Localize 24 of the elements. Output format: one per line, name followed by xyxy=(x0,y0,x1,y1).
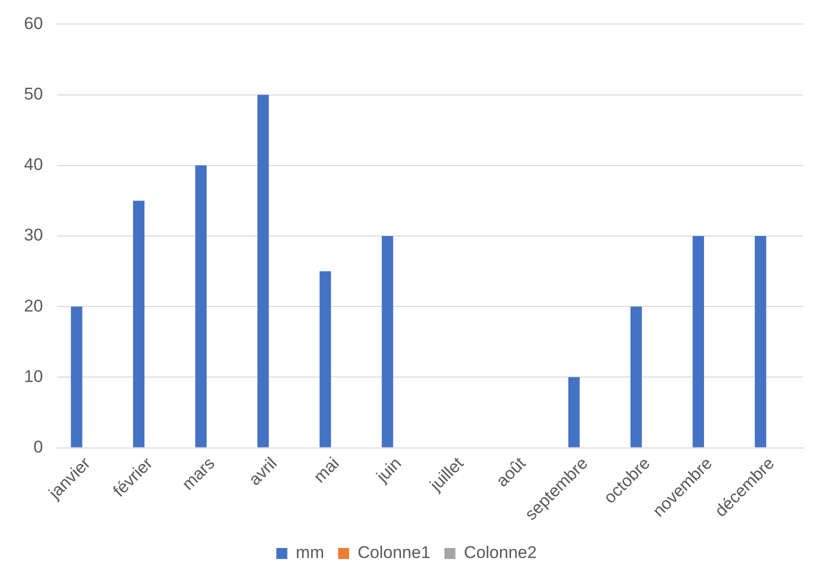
x-tick-label: août xyxy=(492,454,530,491)
bar xyxy=(382,236,394,448)
bar xyxy=(195,165,207,448)
bar xyxy=(692,236,704,448)
bar xyxy=(257,94,269,448)
bar xyxy=(568,377,580,448)
y-tick-label: 10 xyxy=(24,366,43,386)
y-tick-label: 50 xyxy=(24,84,43,104)
bar xyxy=(133,200,144,448)
legend-label: Colonne1 xyxy=(358,543,430,562)
y-tick-label: 0 xyxy=(33,437,43,456)
y-tick-label: 60 xyxy=(24,14,43,33)
x-tick-label: avril xyxy=(245,454,281,490)
x-tick-label: mai xyxy=(310,454,343,487)
legend-label: mm xyxy=(296,543,324,562)
bar xyxy=(630,306,642,448)
bar xyxy=(754,236,766,448)
y-tick-label: 40 xyxy=(24,155,43,174)
y-tick-label: 20 xyxy=(24,296,43,316)
y-tick-label: 30 xyxy=(24,226,43,245)
bar xyxy=(70,306,82,448)
legend-label: Colonne2 xyxy=(464,543,537,562)
bar xyxy=(320,271,331,448)
x-tick-label: juin xyxy=(372,454,406,487)
